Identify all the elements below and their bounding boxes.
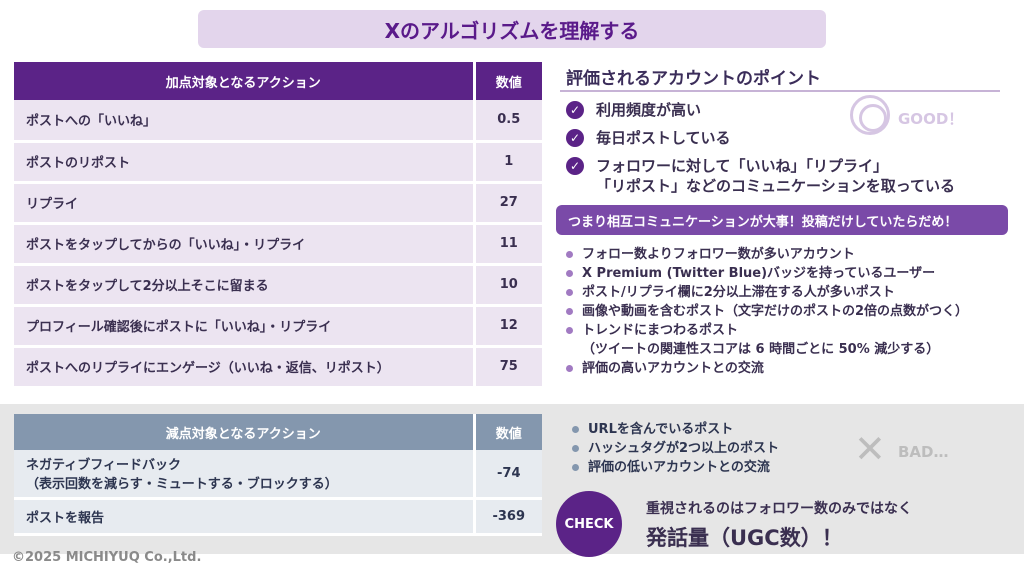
table-row: ポストをタップして2分以上そこに留まる 10 xyxy=(14,264,542,307)
table-row: ポストへのリプライにエンゲージ（いいね・返信、リポスト） 75 xyxy=(14,346,542,389)
value-cell: 12 xyxy=(474,305,542,348)
checkmark-icon: ✓ xyxy=(566,157,584,175)
action-cell: ポストへのリプライにエンゲージ（いいね・返信、リポスト） xyxy=(14,346,476,389)
checkmark-icon: ✓ xyxy=(566,101,584,119)
point-text: ポスト/リプライ欄に2分以上滞在する人が多いポスト xyxy=(582,285,895,300)
list-item: トレンドにまつわるポスト （ツイートの関連性スコアは 6 時間ごとに 50% 減… xyxy=(566,321,968,359)
list-item: ✓ 毎日ポストしている xyxy=(566,128,955,148)
point-subtext: （ツイートの関連性スコアは 6 時間ごとに 50% 減少する） xyxy=(582,342,940,357)
bad-label: BAD… xyxy=(898,443,949,461)
table-row: ポストへの「いいね」 0.5 xyxy=(14,100,542,143)
point-text: 評価の高いアカウントとの交流 xyxy=(582,361,764,376)
minus-points-table: 減点対象となるアクション 数値 ネガティブフィードバック （表示回数を減らす・ミ… xyxy=(14,414,542,536)
value-cell: 0.5 xyxy=(474,100,542,143)
action-cell: ポストを報告 xyxy=(14,498,476,536)
plus-header-value: 数値 xyxy=(474,62,542,100)
list-item: ハッシュタグが2つ以上のポスト xyxy=(572,439,779,458)
plus-header-action: 加点対象となるアクション xyxy=(14,62,476,100)
check-text-line1: フォロワーに対して「いいね」「リプライ」 xyxy=(596,157,889,175)
list-item: ポスト/リプライ欄に2分以上滞在する人が多いポスト xyxy=(566,283,968,302)
bad-points: URLを含んでいるポスト ハッシュタグが2つ以上のポスト 評価の低いアカウントと… xyxy=(572,420,779,477)
divider xyxy=(560,90,1000,92)
value-cell: -369 xyxy=(474,498,542,536)
action-cell: ポストのリポスト xyxy=(14,141,476,184)
action-cell: ポストをタップして2分以上そこに留まる xyxy=(14,264,476,307)
bullet-icon xyxy=(566,289,573,296)
point-text: トレンドにまつわるポスト xyxy=(582,323,739,338)
check-list: ✓ 利用頻度が高い ✓ 毎日ポストしている ✓ フォロワーに対して「いいね」「リ… xyxy=(566,100,955,204)
evaluation-points: フォロー数よりフォロワー数が多いアカウント X Premium (Twitter… xyxy=(566,245,968,378)
bad-point-text: ハッシュタグが2つ以上のポスト xyxy=(588,441,780,456)
value-cell: 11 xyxy=(474,223,542,266)
check-text: 利用頻度が高い xyxy=(596,101,702,119)
list-item: 評価の高いアカウントとの交流 xyxy=(566,359,968,378)
action-main: ネガティブフィードバック xyxy=(26,458,181,474)
bullet-icon xyxy=(572,445,579,452)
check-text-line2: 「リポスト」などのコミュニケーションを取っている xyxy=(596,177,955,195)
list-item: 画像や動画を含むポスト（文字だけのポストの2倍の点数がつく） xyxy=(566,302,968,321)
value-cell: -74 xyxy=(474,450,542,500)
table-row: ネガティブフィードバック （表示回数を減らす・ミュートする・ブロックする） -7… xyxy=(14,450,542,500)
bullet-icon xyxy=(566,270,573,277)
list-item: X Premium (Twitter Blue)バッジを持っているユーザー xyxy=(566,264,968,283)
table-row: リプライ 27 xyxy=(14,182,542,225)
table-row: ポストを報告 -369 xyxy=(14,498,542,536)
copyright: ©2025 MICHIYUQ Co.,Ltd. xyxy=(12,550,202,565)
bullet-icon xyxy=(572,426,579,433)
checkmark-icon: ✓ xyxy=(566,129,584,147)
check-badge: CHECK xyxy=(556,491,622,557)
bullet-icon xyxy=(566,365,573,372)
point-text: フォロー数よりフォロワー数が多いアカウント xyxy=(582,247,855,262)
action-cell: プロフィール確認後にポストに「いいね」・リプライ xyxy=(14,305,476,348)
check-text: 毎日ポストしている xyxy=(596,129,731,147)
value-cell: 1 xyxy=(474,141,542,184)
action-cell: リプライ xyxy=(14,182,476,225)
table-row: ポストをタップしてからの「いいね」・リプライ 11 xyxy=(14,223,542,266)
bullet-icon xyxy=(566,327,573,334)
value-cell: 27 xyxy=(474,182,542,225)
table-row: ポストのリポスト 1 xyxy=(14,141,542,184)
action-cell: ポストをタップしてからの「いいね」・リプライ xyxy=(14,223,476,266)
list-item: フォロー数よりフォロワー数が多いアカウント xyxy=(566,245,968,264)
good-label: GOOD！ xyxy=(898,110,964,128)
action-cell: ポストへの「いいね」 xyxy=(14,100,476,143)
check-text: フォロワーに対して「いいね」「リプライ」 「リポスト」などのコミュニケーションを… xyxy=(596,156,955,196)
action-cell: ネガティブフィードバック （表示回数を減らす・ミュートする・ブロックする） xyxy=(14,450,476,500)
value-cell: 75 xyxy=(474,346,542,389)
list-item: ✓ フォロワーに対して「いいね」「リプライ」 「リポスト」などのコミュニケーショ… xyxy=(566,156,955,196)
page-title: Xのアルゴリズムを理解する xyxy=(198,10,826,48)
list-item: URLを含んでいるポスト xyxy=(572,420,779,439)
bad-point-text: 評価の低いアカウントとの交流 xyxy=(588,460,770,475)
callout-banner: つまり相互コミュニケーションが大事！投稿だけしていたらだめ！ xyxy=(556,205,1008,235)
table-row: プロフィール確認後にポストに「いいね」・リプライ 12 xyxy=(14,305,542,348)
point-text: 画像や動画を含むポスト（文字だけのポストの2倍の点数がつく） xyxy=(582,304,969,319)
plus-points-table: 加点対象となるアクション 数値 ポストへの「いいね」 0.5 ポストのリポスト … xyxy=(14,62,542,389)
minus-header-value: 数値 xyxy=(474,414,542,450)
bad-point-text: URLを含んでいるポスト xyxy=(588,422,734,437)
check-message: 重視されるのはフォロワー数のみではなく xyxy=(646,501,912,517)
point-text: X Premium (Twitter Blue)バッジを持っているユーザー xyxy=(582,266,936,281)
list-item: 評価の低いアカウントとの交流 xyxy=(572,458,779,477)
bullet-icon xyxy=(566,308,573,315)
evaluation-heading: 評価されるアカウントのポイント xyxy=(566,69,821,89)
minus-header-action: 減点対象となるアクション xyxy=(14,414,476,450)
action-sub: （表示回数を減らす・ミュートする・ブロックする） xyxy=(26,477,338,493)
double-circle-icon xyxy=(850,95,890,135)
check-emphasis: 発話量（UGC数）！ xyxy=(646,526,843,550)
bullet-icon xyxy=(572,464,579,471)
value-cell: 10 xyxy=(474,264,542,307)
list-item: ✓ 利用頻度が高い xyxy=(566,100,955,120)
bullet-icon xyxy=(566,251,573,258)
cross-icon: ✕ xyxy=(854,427,886,471)
